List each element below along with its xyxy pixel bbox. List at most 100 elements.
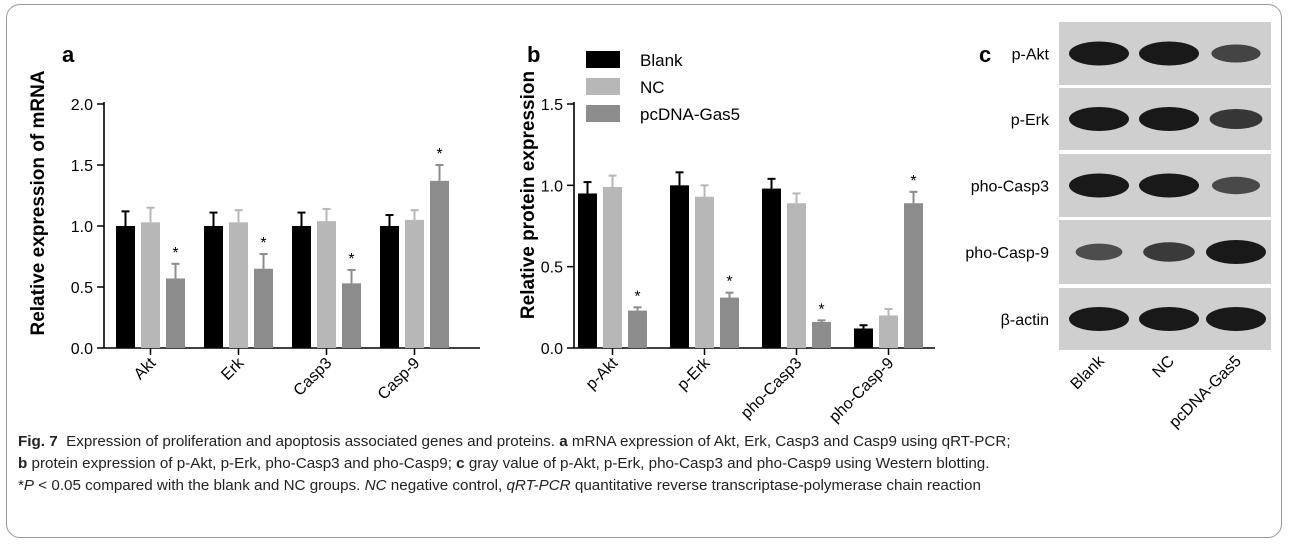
panel-b-bar (628, 310, 647, 348)
caption-title: Expression of proliferation and apoptosi… (66, 433, 555, 450)
panel-a-y-axis-label: Relative expression of mRNA (28, 70, 49, 335)
panel-a-x-tick-label: Casp-9 (375, 355, 424, 404)
panel-c-letter: c (979, 42, 991, 67)
panel-a-chart: a Relative expression of mRNA 0.0 0.5 1.0 1.5… (28, 42, 480, 403)
panel-a-bar (116, 226, 135, 348)
figure-canvas: a Relative expression of mRNA 0.0 0.5 1.0 1.5… (28, 22, 1271, 430)
panel-a-bar (204, 226, 223, 348)
panel-a-significance-star: * (348, 251, 354, 268)
caption-b-text: protein expression of p-Akt, p-Erk, pho-… (31, 455, 452, 472)
figure-frame (6, 4, 1282, 538)
blot-band (1206, 307, 1266, 331)
panel-a-y-tick-label: 1.0 (71, 219, 93, 236)
blot-band (1075, 243, 1123, 261)
blot-lane-label: pcDNA-Gas5 (1166, 353, 1245, 430)
panel-b-bar (812, 321, 831, 348)
panel-a-x-tick-label: Casp3 (291, 355, 336, 400)
legend-label: NC (640, 78, 665, 97)
blot-band (1069, 107, 1129, 131)
caption-qrt-text: quantitative reverse transcriptase-polym… (574, 477, 981, 494)
panel-b-x-tick-label: p-Erk (674, 354, 714, 394)
legend-swatch (586, 51, 620, 68)
panel-b-significance-star: * (634, 288, 640, 305)
blot-band (1206, 240, 1266, 264)
panel-a-bar (317, 221, 336, 348)
caption-a-label: a (559, 433, 568, 450)
panel-a-bar (292, 226, 311, 348)
panel-a-y-tick-label: 2.0 (71, 97, 93, 114)
blot-band (1069, 41, 1129, 66)
blot-band (1139, 41, 1199, 66)
panel-b-panel-letter: b (527, 42, 540, 67)
panel-b-y-tick-label: 1.5 (541, 97, 563, 114)
panel-a-bar (342, 283, 361, 348)
blot-row-label: p-Akt (1012, 47, 1050, 64)
blot-row-label: pho-Casp-9 (965, 245, 1049, 262)
caption-b-label: b (18, 455, 28, 472)
panel-a-significance-star: * (172, 245, 178, 262)
panel-a-y-tick-label: 1.5 (71, 158, 93, 175)
blot-row-label: pho-Casp3 (971, 179, 1049, 196)
panel-a-bar (141, 222, 160, 348)
panel-a-bar (229, 222, 248, 348)
caption-c-label: c (456, 455, 465, 472)
panel-b-significance-star: * (726, 274, 732, 291)
panel-b-chart: b Relative protein expression 0.0 0.5 1.0 1.5… (518, 42, 935, 426)
panel-b-bar (787, 203, 806, 348)
blot-band (1143, 242, 1195, 262)
caption-p-var: P (23, 477, 35, 494)
caption-c-text: gray value of p-Akt, p-Erk, pho-Casp3 an… (468, 455, 990, 472)
blot-band (1212, 176, 1260, 195)
blot-row-label: p-Erk (1011, 112, 1050, 129)
panel-b-bar (720, 297, 739, 348)
panel-a-significance-star: * (436, 146, 442, 163)
legend-label: pcDNA-Gas5 (640, 105, 740, 124)
panel-b-x-tick-label: p-Akt (583, 354, 622, 393)
caption-fig-label: Fig. 7 (18, 433, 58, 450)
panel-a-x-tick-label: Akt (131, 354, 160, 383)
panel-a-bar (405, 219, 424, 348)
blot-lane-label: NC (1149, 353, 1177, 381)
caption-a-text: mRNA expression of Akt, Erk, Casp3 and C… (571, 433, 1011, 450)
blot-band (1139, 307, 1199, 331)
panel-a-bar (166, 278, 185, 348)
blot-band (1139, 173, 1199, 198)
panel-b-y-tick-label: 0.0 (541, 341, 563, 358)
panel-a-y-tick-label: 0.5 (71, 280, 93, 297)
blot-row-label: β-actin (1001, 312, 1049, 329)
blot-lane-label: Blank (1068, 352, 1109, 393)
blot-band (1069, 173, 1129, 198)
panel-b-y-tick-label: 0.5 (541, 260, 563, 277)
panel-a-panel-letter: a (62, 42, 75, 67)
panel-a-bar (430, 180, 449, 348)
panel-b-bar (670, 185, 689, 348)
panel-b-bar (578, 193, 597, 348)
panel-b-x-tick-label: pho-Casp3 (738, 355, 805, 422)
blot-band (1211, 44, 1261, 63)
panel-a-bar (380, 226, 399, 348)
caption-nc-text: negative control, (390, 477, 503, 494)
panel-b-significance-star: * (818, 301, 824, 318)
legend-label: Blank (640, 51, 683, 70)
panel-c-blot: c p-Akt p-Erk pho-Casp3 pho-Casp-9 β-actin Bla… (965, 22, 1271, 430)
blot-band (1069, 307, 1129, 331)
panel-b-bar (854, 328, 873, 348)
panel-a-significance-star: * (260, 235, 266, 252)
panel-b-x-tick-label: pho-Casp-9 (826, 355, 897, 426)
panel-b-bar (879, 315, 898, 348)
panel-b-y-axis-label: Relative protein expression (518, 71, 539, 319)
figure-caption: Fig. 7 Expression of proliferation and a… (18, 431, 1280, 497)
caption-p-star: * (18, 477, 24, 494)
panel-b-bar (904, 203, 923, 348)
panel-b-bar (695, 196, 714, 348)
blot-band (1139, 107, 1199, 131)
panel-a-bar (254, 268, 273, 348)
panel-a-y-tick-label: 0.0 (71, 341, 93, 358)
caption-nc-abbr: NC (364, 477, 387, 494)
panel-b-bar (603, 186, 622, 348)
panel-a-x-tick-label: Erk (218, 354, 248, 384)
blot-band (1209, 108, 1263, 130)
panel-b-y-tick-label: 1.0 (541, 178, 563, 195)
caption-qrt-abbr: qRT-PCR (506, 477, 571, 494)
caption-p-text: < 0.05 compared with the blank and NC gr… (38, 477, 361, 494)
